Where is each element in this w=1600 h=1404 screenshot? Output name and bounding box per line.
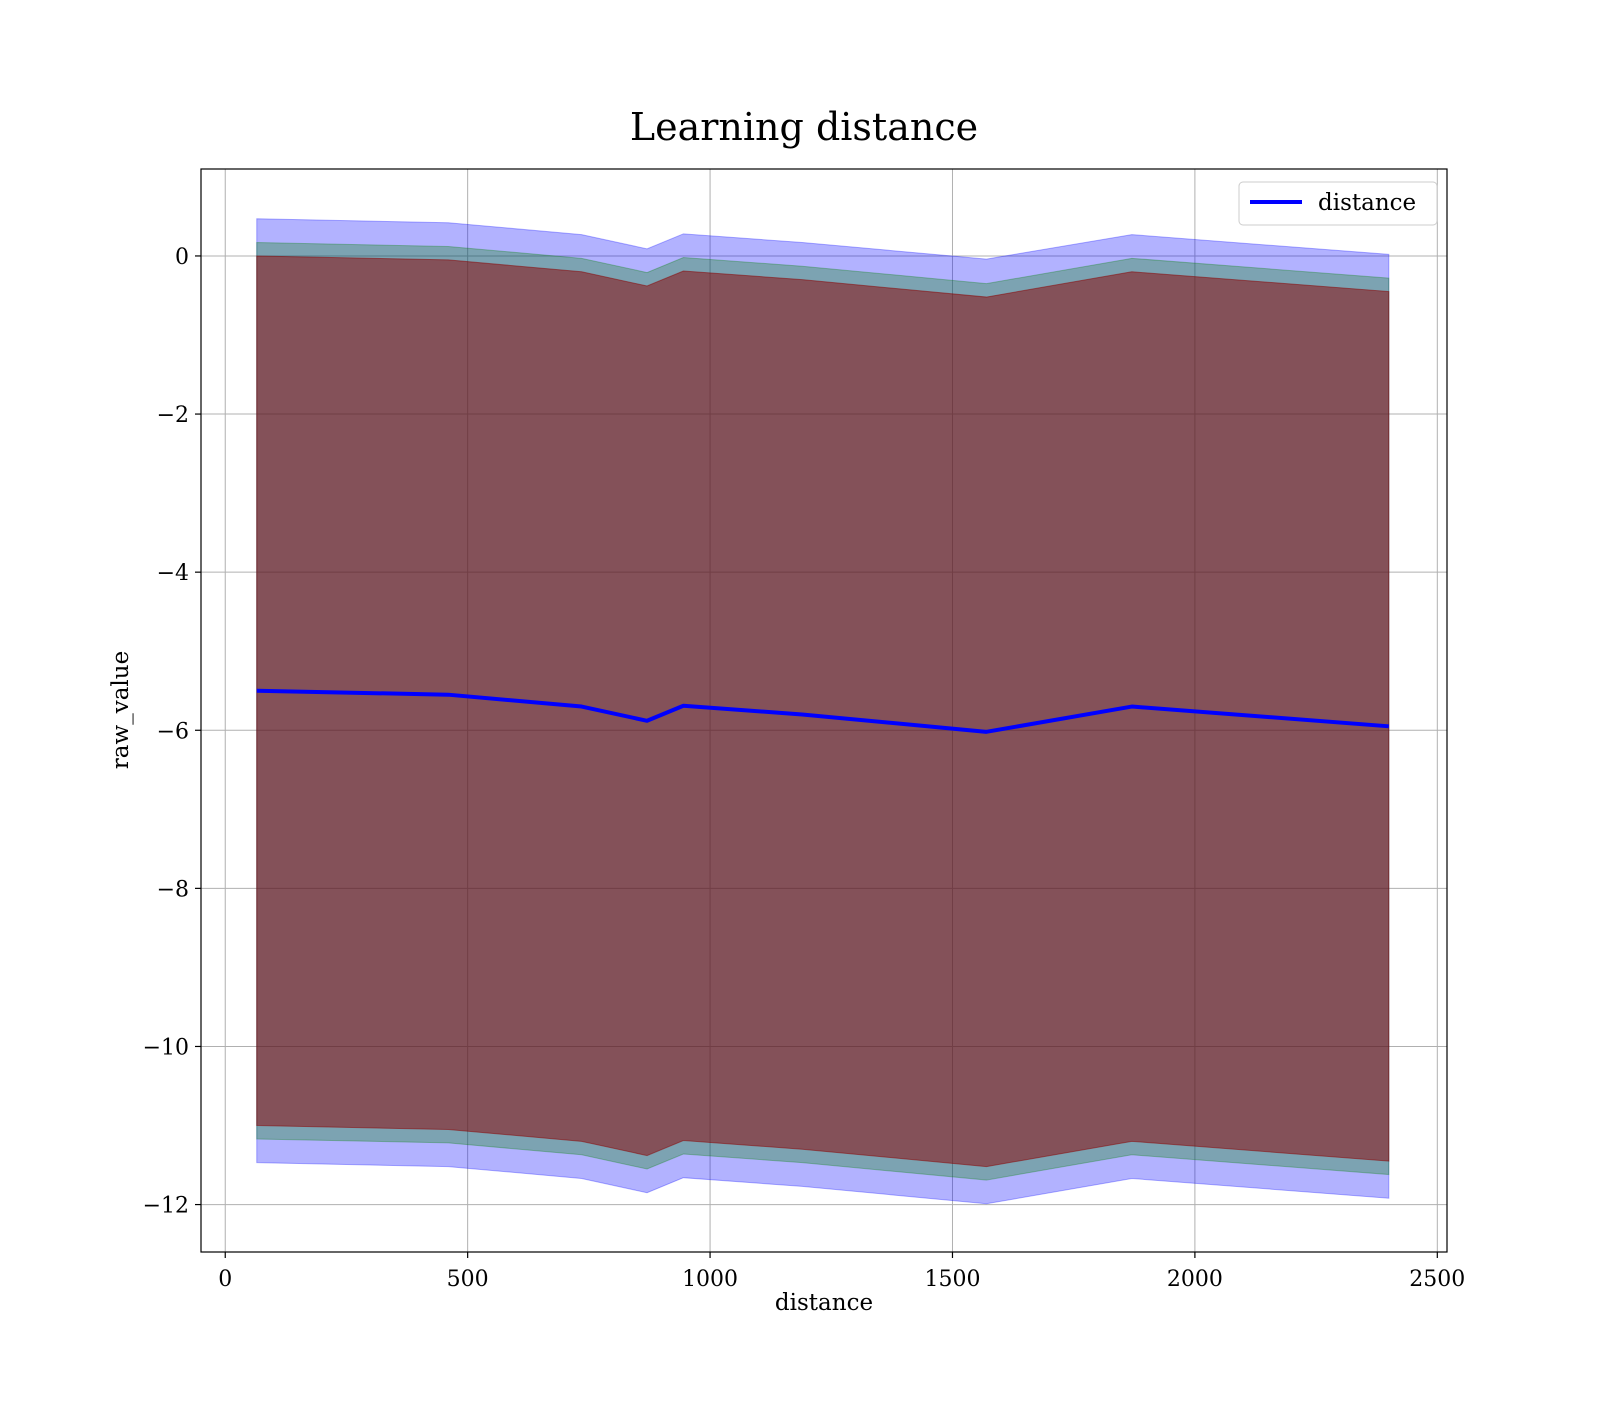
y-tick-label: −12 xyxy=(143,1194,189,1219)
series-line-distance xyxy=(256,688,1389,734)
band-2 xyxy=(256,255,1390,1168)
y-tick-label: 0 xyxy=(175,245,189,270)
x-tick-label: 2000 xyxy=(1167,1267,1223,1292)
chart-title: Learning distance xyxy=(630,105,978,149)
x-axis-ticks: 0 500 1000 1500 2000 2500 xyxy=(218,1252,1465,1292)
y-tick-label: −6 xyxy=(157,719,189,744)
legend-label-distance: distance xyxy=(1318,190,1416,216)
x-tick-label: 500 xyxy=(447,1267,489,1292)
x-axis-label: distance xyxy=(775,1290,873,1316)
plot-frame xyxy=(200,168,1448,1253)
y-axis-ticks: 0 −2 −4 −6 −8 −10 −12 xyxy=(143,245,201,1219)
x-tick-label: 1500 xyxy=(924,1267,980,1292)
confidence-bands xyxy=(256,218,1390,1205)
y-tick-label: −2 xyxy=(157,403,189,428)
x-tick-label: 1000 xyxy=(682,1267,738,1292)
y-tick-label: −8 xyxy=(157,877,189,902)
x-tick-label: 2500 xyxy=(1409,1267,1465,1292)
y-axis-label: raw_value xyxy=(108,651,134,769)
x-tick-label: 0 xyxy=(218,1267,232,1292)
legend-box xyxy=(1238,181,1438,226)
series-lines xyxy=(256,688,1389,734)
y-tick-label: −10 xyxy=(143,1035,189,1060)
y-tick-label: −4 xyxy=(157,561,189,586)
legend: distance xyxy=(1238,181,1438,226)
